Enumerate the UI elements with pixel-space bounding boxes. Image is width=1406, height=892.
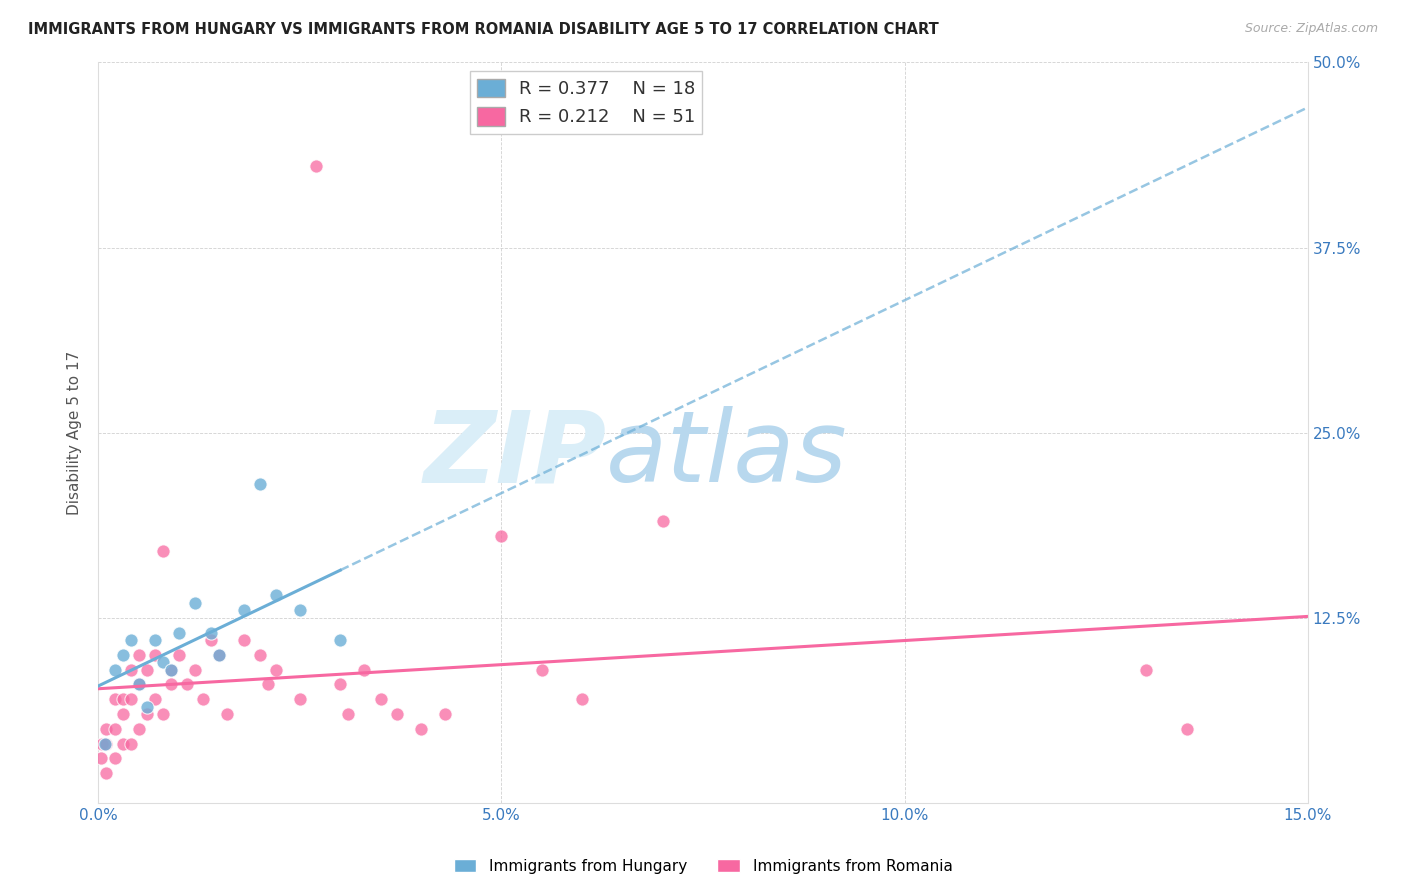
Point	[135, 706, 157, 721]
Point	[111, 737, 134, 751]
Point	[288, 603, 311, 617]
Point	[91, 737, 114, 751]
Point	[232, 632, 254, 647]
Text: IMMIGRANTS FROM HUNGARY VS IMMIGRANTS FROM ROMANIA DISABILITY AGE 5 TO 17 CORREL: IMMIGRANTS FROM HUNGARY VS IMMIGRANTS FR…	[28, 22, 939, 37]
Point	[264, 589, 287, 603]
Point	[96, 722, 118, 736]
Point	[184, 596, 207, 610]
Point	[152, 655, 174, 669]
Point	[217, 706, 239, 721]
Point	[571, 692, 593, 706]
Point	[167, 625, 190, 640]
Point	[353, 663, 375, 677]
Legend: Immigrants from Hungary, Immigrants from Romania: Immigrants from Hungary, Immigrants from…	[447, 853, 959, 880]
Point	[160, 663, 183, 677]
Point	[94, 737, 117, 751]
Y-axis label: Disability Age 5 to 17: Disability Age 5 to 17	[67, 351, 83, 515]
Point	[128, 677, 150, 691]
Point	[651, 515, 673, 529]
Point	[160, 677, 183, 691]
Point	[208, 648, 231, 662]
Point	[167, 648, 190, 662]
Point	[337, 706, 360, 721]
Point	[103, 751, 125, 765]
Text: ZIP: ZIP	[423, 407, 606, 503]
Point	[184, 663, 207, 677]
Point	[96, 737, 118, 751]
Point	[111, 706, 134, 721]
Point	[256, 677, 278, 691]
Point	[249, 648, 271, 662]
Point	[530, 663, 553, 677]
Point	[305, 159, 328, 173]
Point	[103, 663, 125, 677]
Point	[329, 632, 352, 647]
Point	[143, 632, 166, 647]
Point	[96, 766, 118, 780]
Point	[103, 692, 125, 706]
Point	[160, 663, 183, 677]
Point	[249, 477, 271, 491]
Point	[90, 751, 112, 765]
Point	[152, 544, 174, 558]
Text: atlas: atlas	[606, 407, 848, 503]
Point	[120, 663, 142, 677]
Point	[120, 632, 142, 647]
Point	[111, 692, 134, 706]
Point	[152, 706, 174, 721]
Point	[111, 648, 134, 662]
Point	[120, 737, 142, 751]
Legend: R = 0.377    N = 18, R = 0.212    N = 51: R = 0.377 N = 18, R = 0.212 N = 51	[470, 71, 703, 134]
Point	[329, 677, 352, 691]
Point	[143, 692, 166, 706]
Point	[288, 692, 311, 706]
Point	[232, 603, 254, 617]
Point	[128, 677, 150, 691]
Point	[200, 632, 222, 647]
Point	[176, 677, 198, 691]
Point	[370, 692, 392, 706]
Point	[264, 663, 287, 677]
Point	[143, 648, 166, 662]
Point	[1135, 663, 1157, 677]
Point	[434, 706, 457, 721]
Point	[200, 625, 222, 640]
Point	[208, 648, 231, 662]
Point	[103, 722, 125, 736]
Point	[120, 692, 142, 706]
Point	[491, 529, 513, 543]
Point	[135, 699, 157, 714]
Point	[409, 722, 432, 736]
Point	[1175, 722, 1198, 736]
Text: Source: ZipAtlas.com: Source: ZipAtlas.com	[1244, 22, 1378, 36]
Point	[385, 706, 408, 721]
Point	[128, 722, 150, 736]
Point	[135, 663, 157, 677]
Point	[128, 648, 150, 662]
Point	[193, 692, 215, 706]
